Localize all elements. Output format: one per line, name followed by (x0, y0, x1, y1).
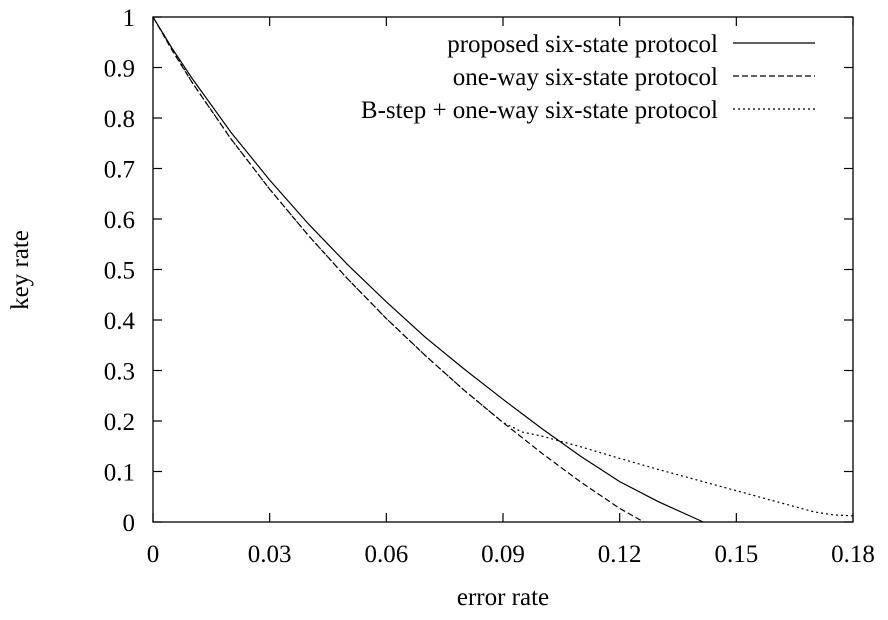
y-tick-label: 0.3 (104, 359, 135, 386)
series-layer (152, 16, 854, 523)
y-tick-label: 0.6 (104, 207, 135, 234)
x-tick-label: 0.18 (831, 541, 875, 568)
x-tick-label: 0.09 (481, 541, 525, 568)
y-tick-label: 0 (123, 510, 136, 537)
legend-label: B-step + one-way six-state protocol (361, 97, 718, 124)
x-axis-label: error rate (457, 584, 549, 611)
y-tick-label: 0.8 (104, 106, 135, 133)
y-axis-ticks: 0 0.1 0.2 0.3 0.4 0.5 0.6 0.7 0.8 0.9 1 (104, 5, 853, 537)
y-axis-label: key rate (7, 230, 34, 310)
legend-label: proposed six-state protocol (447, 31, 718, 58)
series-line-3 (152, 16, 854, 517)
x-tick-label: 0 (147, 541, 160, 568)
x-tick-label: 0.03 (248, 541, 292, 568)
y-tick-label: 0.4 (104, 308, 136, 335)
y-tick-label: 0.5 (104, 258, 135, 285)
plot-frame (152, 16, 854, 523)
y-tick-label: 0.1 (104, 460, 135, 487)
x-tick-label: 0.15 (714, 541, 758, 568)
x-tick-label: 0.12 (598, 541, 642, 568)
y-tick-label: 0.9 (104, 56, 135, 83)
y-tick-label: 0.2 (104, 409, 135, 436)
y-tick-label: 1 (123, 5, 136, 32)
legend: proposed six-state protocol one-way six-s… (361, 31, 815, 124)
series-line-1 (152, 16, 704, 523)
legend-label: one-way six-state protocol (453, 64, 718, 91)
series-line-2 (152, 16, 645, 523)
x-axis-ticks: 0 0.03 0.06 0.09 0.12 0.15 0.18 (147, 17, 875, 568)
y-tick-label: 0.7 (104, 157, 135, 184)
x-tick-label: 0.06 (364, 541, 408, 568)
